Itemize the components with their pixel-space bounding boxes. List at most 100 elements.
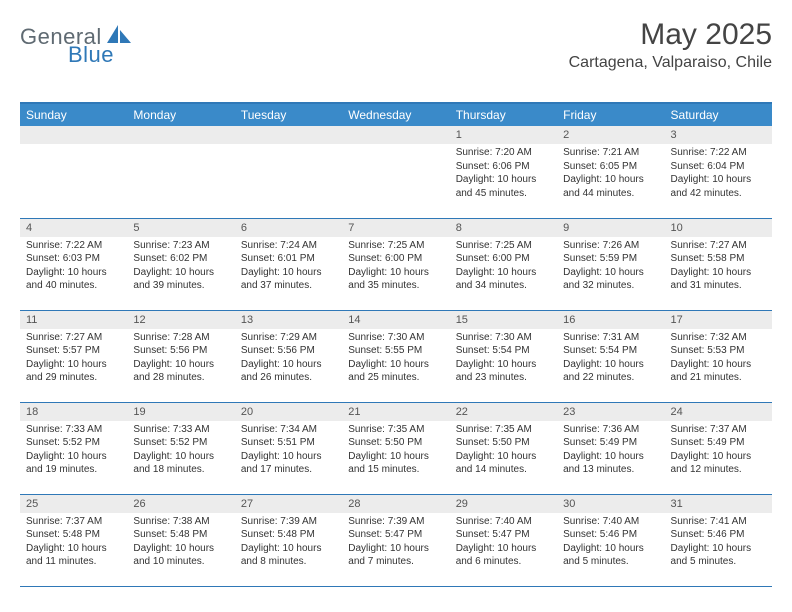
day-number: 20 xyxy=(235,403,342,421)
day-number: 4 xyxy=(20,219,127,237)
day-number: 24 xyxy=(665,403,772,421)
day-number: 9 xyxy=(557,219,664,237)
sunset-line: Sunset: 5:54 PM xyxy=(456,344,551,358)
day-number: 18 xyxy=(20,403,127,421)
daylight-line: Daylight: 10 hours and 29 minutes. xyxy=(26,358,121,385)
calendar-cell: 13Sunrise: 7:29 AMSunset: 5:56 PMDayligh… xyxy=(235,310,342,402)
calendar-cell: 22Sunrise: 7:35 AMSunset: 5:50 PMDayligh… xyxy=(450,402,557,494)
day-number: 3 xyxy=(665,126,772,144)
day-details: Sunrise: 7:35 AMSunset: 5:50 PMDaylight:… xyxy=(450,421,557,481)
day-number: 2 xyxy=(557,126,664,144)
day-details: Sunrise: 7:28 AMSunset: 5:56 PMDaylight:… xyxy=(127,329,234,389)
sunrise-line: Sunrise: 7:31 AM xyxy=(563,331,658,345)
daylight-line: Daylight: 10 hours and 10 minutes. xyxy=(133,542,228,569)
daylight-line: Daylight: 10 hours and 37 minutes. xyxy=(241,266,336,293)
sunrise-line: Sunrise: 7:27 AM xyxy=(26,331,121,345)
day-number: 25 xyxy=(20,495,127,513)
sunset-line: Sunset: 5:46 PM xyxy=(563,528,658,542)
daylight-line: Daylight: 10 hours and 35 minutes. xyxy=(348,266,443,293)
day-details: Sunrise: 7:38 AMSunset: 5:48 PMDaylight:… xyxy=(127,513,234,573)
day-details: Sunrise: 7:35 AMSunset: 5:50 PMDaylight:… xyxy=(342,421,449,481)
calendar-cell: 7Sunrise: 7:25 AMSunset: 6:00 PMDaylight… xyxy=(342,218,449,310)
day-details: Sunrise: 7:21 AMSunset: 6:05 PMDaylight:… xyxy=(557,144,664,204)
calendar-cell: 2Sunrise: 7:21 AMSunset: 6:05 PMDaylight… xyxy=(557,126,664,218)
sunrise-line: Sunrise: 7:25 AM xyxy=(456,239,551,253)
daylight-line: Daylight: 10 hours and 6 minutes. xyxy=(456,542,551,569)
daylight-line: Daylight: 10 hours and 11 minutes. xyxy=(26,542,121,569)
day-number-empty xyxy=(127,126,234,144)
sunrise-line: Sunrise: 7:36 AM xyxy=(563,423,658,437)
daylight-line: Daylight: 10 hours and 5 minutes. xyxy=(563,542,658,569)
calendar-cell: 27Sunrise: 7:39 AMSunset: 5:48 PMDayligh… xyxy=(235,494,342,586)
daylight-line: Daylight: 10 hours and 28 minutes. xyxy=(133,358,228,385)
day-number: 7 xyxy=(342,219,449,237)
day-number: 10 xyxy=(665,219,772,237)
calendar-cell: 5Sunrise: 7:23 AMSunset: 6:02 PMDaylight… xyxy=(127,218,234,310)
daylight-line: Daylight: 10 hours and 19 minutes. xyxy=(26,450,121,477)
sunrise-line: Sunrise: 7:25 AM xyxy=(348,239,443,253)
daylight-line: Daylight: 10 hours and 42 minutes. xyxy=(671,173,766,200)
day-details: Sunrise: 7:37 AMSunset: 5:49 PMDaylight:… xyxy=(665,421,772,481)
daylight-line: Daylight: 10 hours and 13 minutes. xyxy=(563,450,658,477)
calendar-cell: 4Sunrise: 7:22 AMSunset: 6:03 PMDaylight… xyxy=(20,218,127,310)
day-number: 12 xyxy=(127,311,234,329)
day-number: 8 xyxy=(450,219,557,237)
calendar-cell: 3Sunrise: 7:22 AMSunset: 6:04 PMDaylight… xyxy=(665,126,772,218)
day-number: 31 xyxy=(665,495,772,513)
calendar-cell: 20Sunrise: 7:34 AMSunset: 5:51 PMDayligh… xyxy=(235,402,342,494)
weekday-header: Wednesday xyxy=(342,103,449,126)
page-header: General May 2025 Cartagena, Valparaiso, … xyxy=(20,18,772,76)
daylight-line: Daylight: 10 hours and 8 minutes. xyxy=(241,542,336,569)
calendar-week-row: 4Sunrise: 7:22 AMSunset: 6:03 PMDaylight… xyxy=(20,218,772,310)
daylight-line: Daylight: 10 hours and 40 minutes. xyxy=(26,266,121,293)
daylight-line: Daylight: 10 hours and 12 minutes. xyxy=(671,450,766,477)
day-number: 26 xyxy=(127,495,234,513)
day-details: Sunrise: 7:40 AMSunset: 5:47 PMDaylight:… xyxy=(450,513,557,573)
calendar-cell: 25Sunrise: 7:37 AMSunset: 5:48 PMDayligh… xyxy=(20,494,127,586)
sunset-line: Sunset: 5:46 PM xyxy=(671,528,766,542)
day-number: 30 xyxy=(557,495,664,513)
sunset-line: Sunset: 6:01 PM xyxy=(241,252,336,266)
calendar-cell: 24Sunrise: 7:37 AMSunset: 5:49 PMDayligh… xyxy=(665,402,772,494)
day-number: 6 xyxy=(235,219,342,237)
calendar-week-row: 11Sunrise: 7:27 AMSunset: 5:57 PMDayligh… xyxy=(20,310,772,402)
calendar-cell: 11Sunrise: 7:27 AMSunset: 5:57 PMDayligh… xyxy=(20,310,127,402)
calendar-cell: 18Sunrise: 7:33 AMSunset: 5:52 PMDayligh… xyxy=(20,402,127,494)
day-details: Sunrise: 7:39 AMSunset: 5:47 PMDaylight:… xyxy=(342,513,449,573)
sunset-line: Sunset: 5:49 PM xyxy=(671,436,766,450)
calendar-page: General May 2025 Cartagena, Valparaiso, … xyxy=(0,0,792,612)
sunset-line: Sunset: 5:48 PM xyxy=(133,528,228,542)
weekday-header: Sunday xyxy=(20,103,127,126)
sunset-line: Sunset: 5:53 PM xyxy=(671,344,766,358)
location-subtitle: Cartagena, Valparaiso, Chile xyxy=(569,54,772,72)
day-number: 1 xyxy=(450,126,557,144)
day-details: Sunrise: 7:36 AMSunset: 5:49 PMDaylight:… xyxy=(557,421,664,481)
sunrise-line: Sunrise: 7:40 AM xyxy=(563,515,658,529)
sunrise-line: Sunrise: 7:39 AM xyxy=(348,515,443,529)
day-details: Sunrise: 7:37 AMSunset: 5:48 PMDaylight:… xyxy=(20,513,127,573)
day-details: Sunrise: 7:24 AMSunset: 6:01 PMDaylight:… xyxy=(235,237,342,297)
day-number: 19 xyxy=(127,403,234,421)
day-details: Sunrise: 7:20 AMSunset: 6:06 PMDaylight:… xyxy=(450,144,557,204)
sunset-line: Sunset: 5:49 PM xyxy=(563,436,658,450)
day-number-empty xyxy=(235,126,342,144)
sunrise-line: Sunrise: 7:35 AM xyxy=(456,423,551,437)
day-details: Sunrise: 7:25 AMSunset: 6:00 PMDaylight:… xyxy=(450,237,557,297)
daylight-line: Daylight: 10 hours and 21 minutes. xyxy=(671,358,766,385)
calendar-cell xyxy=(20,126,127,218)
daylight-line: Daylight: 10 hours and 23 minutes. xyxy=(456,358,551,385)
calendar-body: 1Sunrise: 7:20 AMSunset: 6:06 PMDaylight… xyxy=(20,126,772,586)
logo-word-2: Blue xyxy=(20,42,114,67)
weekday-header: Monday xyxy=(127,103,234,126)
calendar-table: SundayMondayTuesdayWednesdayThursdayFrid… xyxy=(20,102,772,587)
calendar-cell: 19Sunrise: 7:33 AMSunset: 5:52 PMDayligh… xyxy=(127,402,234,494)
day-details: Sunrise: 7:27 AMSunset: 5:57 PMDaylight:… xyxy=(20,329,127,389)
calendar-cell: 6Sunrise: 7:24 AMSunset: 6:01 PMDaylight… xyxy=(235,218,342,310)
daylight-line: Daylight: 10 hours and 15 minutes. xyxy=(348,450,443,477)
calendar-cell: 12Sunrise: 7:28 AMSunset: 5:56 PMDayligh… xyxy=(127,310,234,402)
weekday-header: Friday xyxy=(557,103,664,126)
day-number: 29 xyxy=(450,495,557,513)
sunset-line: Sunset: 6:00 PM xyxy=(456,252,551,266)
sunset-line: Sunset: 6:06 PM xyxy=(456,160,551,174)
sunset-line: Sunset: 5:57 PM xyxy=(26,344,121,358)
